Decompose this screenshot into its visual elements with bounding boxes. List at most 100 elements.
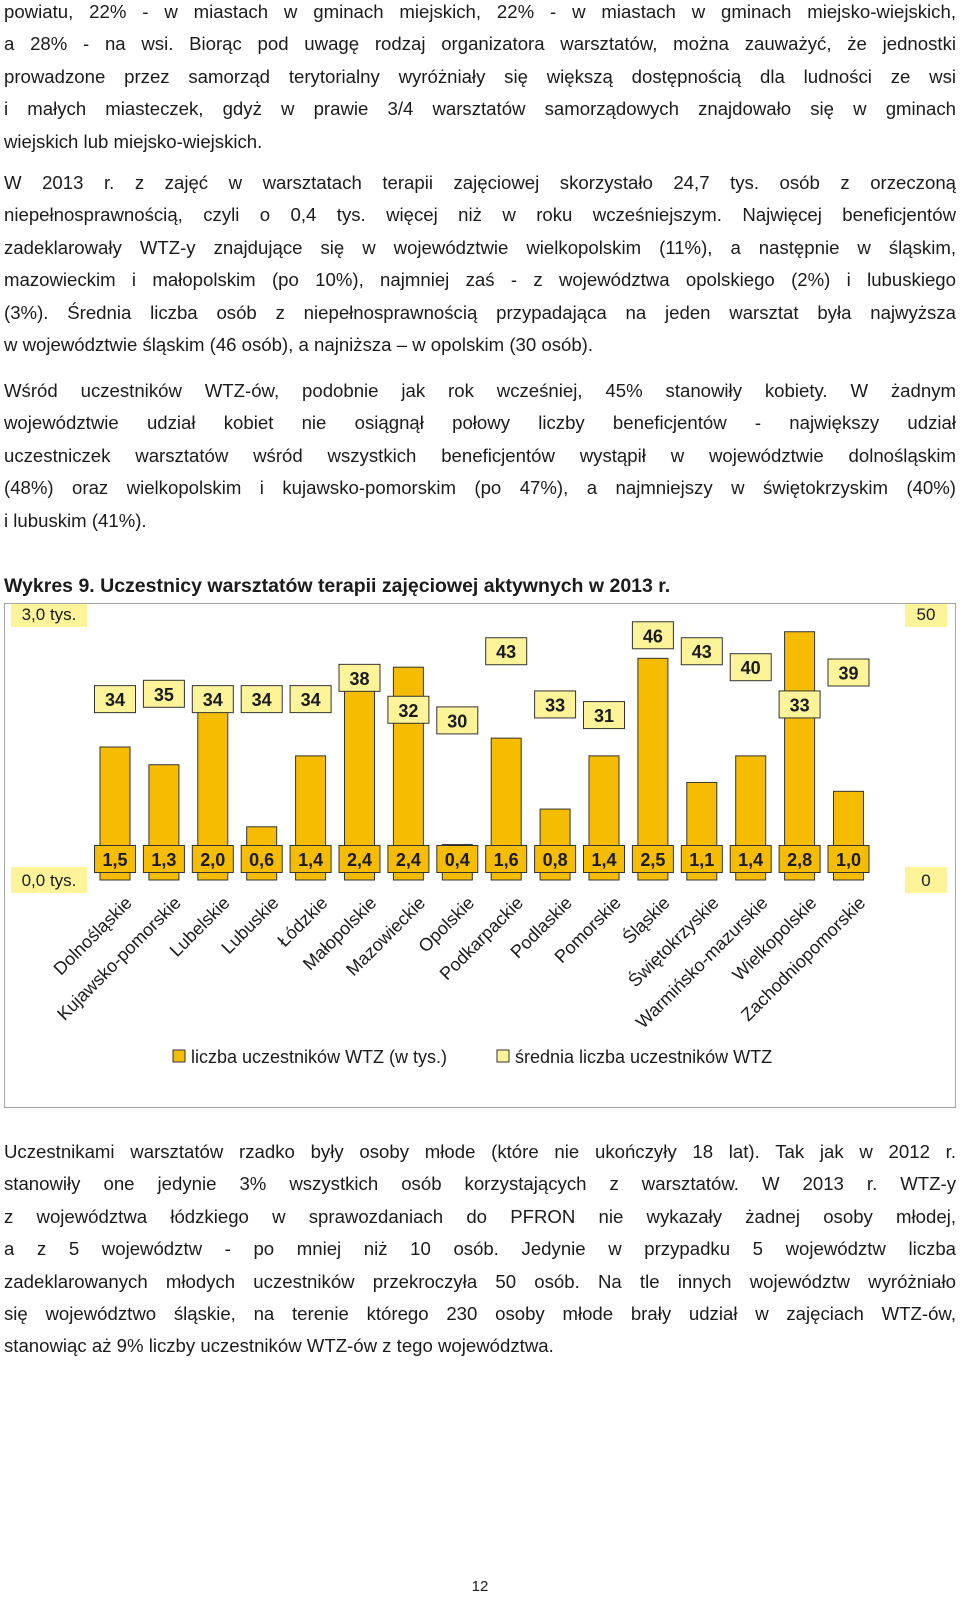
legend-swatch-average	[496, 1049, 510, 1063]
participants-label: 0,4	[445, 850, 470, 870]
right-axis-min-label: 0	[921, 871, 930, 890]
average-label-box	[534, 690, 577, 719]
participants-label-box	[485, 845, 528, 873]
average-label: 39	[838, 664, 858, 684]
legend-label-participants: liczba uczestników WTZ (w tys.)	[191, 1047, 447, 1067]
text-line: stanowiąc aż 9% liczby uczestników WTZ-ó…	[4, 1335, 554, 1357]
average-label-box	[387, 695, 430, 724]
right-axis-max-label: 50	[917, 605, 936, 624]
average-label-box	[94, 685, 136, 714]
right_axis-max-label-bg	[905, 604, 947, 627]
participants-label-box	[191, 845, 234, 873]
participants-label: 1,0	[836, 850, 861, 870]
text-line: prowadzone przez samorząd terytorialny w…	[4, 65, 956, 87]
right_axis-min-label-bg	[905, 867, 947, 893]
average-label: 32	[398, 701, 418, 721]
page-number: 12	[471, 1578, 489, 1595]
average-label-box	[289, 685, 332, 714]
participants-label: 0,6	[249, 850, 274, 870]
left_axis-min-label-bg	[11, 867, 87, 893]
left-axis-min-label: 0,0 tys.	[22, 871, 77, 890]
participants-label-box	[142, 845, 185, 873]
participants-label: 1,6	[494, 850, 519, 870]
text-line: województwie udział kobiet nie osiągnął …	[4, 412, 956, 434]
participants-label: 2,5	[640, 850, 665, 870]
participants-label: 1,4	[298, 850, 323, 870]
text-line: powiatu, 22% - w miastach w gminach miej…	[4, 1, 956, 22]
average-label-box	[191, 685, 234, 714]
bar-chart: 3,0 tys.0,0 tys.500341,5Dolnośląskie351,…	[11, 604, 947, 1067]
participants-label-box	[778, 845, 821, 873]
paragraph-settlement-distribution: powiatu, 22% - w miastach w gminach miej…	[4, 0, 956, 158]
average-label: 34	[203, 690, 223, 710]
text-line: niepełnosprawnością, czyli o 0,4 tys. wi…	[4, 204, 956, 226]
text-line: wiejskich lub miejsko-wiejskich.	[4, 130, 263, 152]
text-line: zadeklarowanych młodych uczestników prze…	[4, 1270, 956, 1292]
text-line: Wśród uczestników WTZ-ów, podobnie jak r…	[4, 380, 956, 401]
average-label: 34	[301, 690, 321, 710]
participants-label: 1,4	[591, 850, 616, 870]
chart-caption: Wykres 9. Uczestnicy warsztatów terapii …	[4, 575, 671, 597]
text-line: w województwie śląskim (46 osób), a najn…	[4, 334, 594, 356]
average-label-box	[778, 690, 821, 719]
participants-label-box	[534, 845, 577, 873]
participants-label-box	[583, 845, 625, 873]
average-label-box	[338, 663, 381, 692]
average-label-box	[729, 653, 772, 682]
text-line: Uczestnikami warsztatów rzadko były osob…	[4, 1141, 956, 1162]
average-label-box	[485, 637, 528, 666]
participants-label: 1,4	[738, 850, 763, 870]
participants-label-box	[94, 845, 136, 873]
average-label: 43	[692, 642, 712, 662]
text-line: i małych miasteczek, gdyż w prawie 3/4 w…	[4, 98, 956, 120]
text-line: uczestniczek warsztatów wśród wszystkich…	[4, 444, 956, 466]
paragraph-participants-2013: W 2013 r. z zajęć w warsztatach terapii …	[4, 167, 956, 361]
average-label: 33	[790, 695, 810, 715]
average-label: 46	[643, 626, 663, 646]
participants-label-box	[729, 845, 772, 873]
participants-label-box	[436, 845, 479, 873]
participants-label: 1,5	[102, 850, 127, 870]
text-line: mazowieckim i małopolskim (po 10%), najm…	[4, 269, 956, 291]
legend-swatch-participants	[172, 1049, 186, 1063]
left_axis-max-label-bg	[11, 604, 87, 627]
average-label-box	[827, 658, 870, 687]
participants-label-box	[631, 845, 674, 873]
participants-label: 2,8	[787, 850, 812, 870]
participants-label-box	[680, 845, 723, 873]
participants-label-box	[387, 845, 430, 873]
average-label: 35	[154, 685, 174, 705]
text-line: (48%) oraz wielkopolskim i kujawsko-pomo…	[4, 477, 956, 499]
average-label: 38	[349, 669, 369, 689]
participants-label-box	[338, 845, 381, 873]
text-line: a 28% - na wsi. Biorąc pod uwagę rodzaj …	[4, 33, 956, 55]
text-line: stanowiły one jedynie 3% wszystkich osób…	[4, 1173, 956, 1195]
bar-participants	[637, 657, 669, 881]
legend-label-average: średnia liczba uczestników WTZ	[515, 1047, 772, 1067]
left-axis-max-label: 3,0 tys.	[22, 605, 77, 624]
participants-label: 1,1	[689, 850, 714, 870]
text-line: i lubuskim (41%).	[4, 509, 147, 531]
text-line: zadeklarowały WTZ-y znajdujące się w woj…	[4, 236, 956, 258]
average-label: 43	[496, 642, 516, 662]
participants-label: 2,4	[347, 850, 372, 870]
participants-label: 2,0	[200, 850, 225, 870]
average-label: 31	[594, 706, 614, 726]
paragraph-young-participants: Uczestnikami warsztatów rzadko były osob…	[4, 1136, 956, 1363]
bar-participants	[784, 631, 816, 881]
text-line: z województwa łódzkiego w sprawozdaniach…	[4, 1205, 956, 1227]
participants-label-box	[240, 845, 283, 873]
text-line: się województwo śląskie, na terenie któr…	[4, 1303, 956, 1325]
average-label-box	[436, 706, 479, 735]
chart-frame: 3,0 tys. 0,0 tys. 50 0 34 1,5 Dolnośląskie 35 1,…	[4, 603, 956, 1108]
average-label: 34	[252, 690, 272, 710]
average-label: 33	[545, 695, 565, 715]
average-label-box	[631, 621, 674, 650]
average-label-box	[583, 701, 625, 730]
average-label-box	[142, 679, 185, 708]
text-line: (3%). Średnia liczba osób z niepełnospra…	[4, 301, 956, 323]
participants-label-box	[827, 845, 870, 873]
text-line: a z 5 województw - po mniej niż 10 osób.…	[4, 1238, 956, 1260]
average-label-box	[240, 685, 283, 714]
text-line: W 2013 r. z zajęć w warsztatach terapii …	[4, 172, 956, 193]
